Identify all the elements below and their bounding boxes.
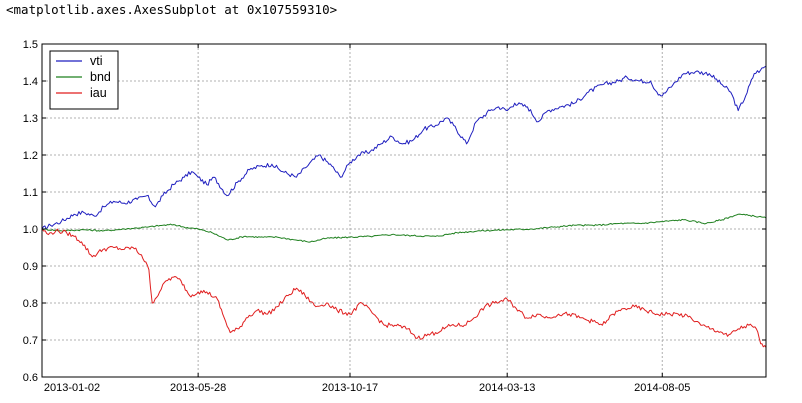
x-tick-label: 2013-05-28 [170,382,226,394]
y-tick-label: 0.8 [23,298,38,310]
y-tick-label: 1.5 [23,39,38,51]
x-tick-label: 2013-01-02 [44,382,100,394]
y-tick-label: 1.2 [23,150,38,162]
plot-frame [41,43,767,378]
y-tick-label: 1.1 [23,187,38,199]
legend: vti bnd iau [49,50,119,110]
series-line-vti [41,65,767,230]
y-tick-label: 0.6 [23,372,38,384]
axis-ticks: 0.6 0.7 0.8 0.9 1.0 1.1 1.2 1.3 1.4 1.5 2013-01-02… [23,39,766,394]
x-tick-label: 2013-10-17 [322,382,378,394]
y-tick-label: 1.0 [23,224,38,236]
y-tick-label: 1.3 [23,113,38,125]
series-line-bnd [41,213,767,243]
legend-label-vti: vti [90,54,103,68]
output-repr-text: <matplotlib.axes.AxesSubplot at 0x107559… [6,2,338,17]
y-tick-label: 1.4 [23,76,38,88]
series-line-iau [41,228,767,348]
y-tick-label: 0.7 [23,335,38,347]
legend-label-iau: iau [90,86,107,100]
x-tick-label: 2014-03-13 [479,382,535,394]
y-tick-label: 0.9 [23,261,38,273]
legend-label-bnd: bnd [90,70,111,84]
x-tick-label: 2014-08-05 [634,382,690,394]
series-layer [41,65,767,348]
